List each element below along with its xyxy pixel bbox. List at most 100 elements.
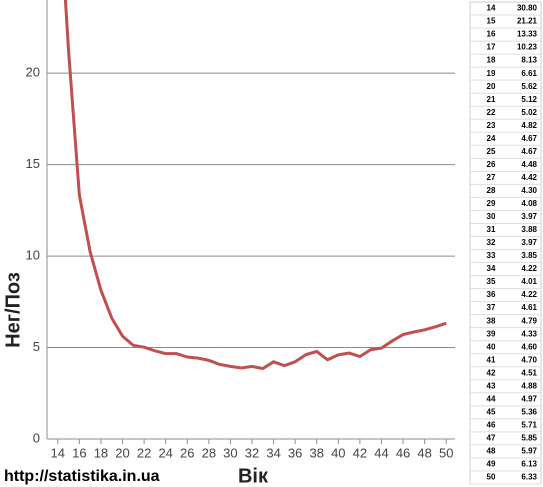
table-age: 25	[487, 147, 496, 156]
table-value: 5.62	[521, 82, 537, 91]
table-age: 46	[487, 420, 496, 429]
table-value: 6.13	[521, 460, 537, 469]
table-age: 45	[487, 407, 496, 416]
x-axis-label: Вік	[238, 465, 269, 487]
x-tick-label: 18	[94, 445, 108, 460]
table-age: 50	[487, 473, 496, 482]
table-value: 6.33	[521, 473, 537, 482]
table-age: 15	[487, 17, 496, 26]
y-tick-label: 10	[26, 248, 40, 263]
table-age: 33	[487, 251, 496, 260]
x-tick-label: 22	[137, 445, 151, 460]
table-age: 39	[487, 329, 496, 338]
table-age: 16	[487, 30, 496, 39]
table-value: 4.97	[521, 394, 537, 403]
x-tick-label: 48	[417, 445, 431, 460]
table-value: 5.12	[521, 95, 537, 104]
table-age: 48	[487, 447, 496, 456]
x-tick-label: 46	[396, 445, 410, 460]
table-age: 41	[487, 355, 496, 364]
table-age: 20	[487, 82, 496, 91]
table-value: 3.97	[521, 238, 537, 247]
table-value: 8.13	[521, 56, 537, 65]
table-age: 21	[487, 95, 496, 104]
table-value: 6.61	[521, 69, 537, 78]
table-value: 5.71	[521, 420, 537, 429]
table-value: 4.30	[521, 186, 537, 195]
table-age: 19	[487, 69, 496, 78]
table-value: 4.22	[521, 290, 537, 299]
table-age: 49	[487, 460, 496, 469]
table-age: 37	[487, 303, 496, 312]
table-age: 30	[487, 212, 496, 221]
table-value: 3.97	[521, 212, 537, 221]
x-tick-label: 42	[353, 445, 367, 460]
table-value: 3.88	[521, 225, 537, 234]
y-tick-label: 5	[33, 339, 40, 354]
table-age: 34	[487, 264, 496, 273]
table-age: 23	[487, 121, 496, 130]
table-value: 4.60	[521, 342, 537, 351]
x-tick-label: 36	[288, 445, 302, 460]
table-age: 44	[487, 394, 496, 403]
table-age: 32	[487, 238, 496, 247]
y-axis-label: Нег/Поз	[2, 272, 24, 348]
x-tick-label: 44	[374, 445, 388, 460]
table-age: 36	[487, 290, 496, 299]
y-tick-label: 0	[33, 430, 40, 445]
table-age: 38	[487, 316, 496, 325]
table-age: 43	[487, 381, 496, 390]
x-tick-label: 24	[158, 445, 172, 460]
table-value: 4.79	[521, 316, 537, 325]
table-value: 4.88	[521, 381, 537, 390]
table-age: 26	[487, 160, 496, 169]
table-age: 42	[487, 368, 496, 377]
x-tick-label: 38	[310, 445, 324, 460]
x-tick-label: 16	[72, 445, 86, 460]
table-age: 28	[487, 186, 496, 195]
table-age: 40	[487, 342, 496, 351]
table-value: 10.23	[517, 43, 538, 52]
table-value: 5.02	[521, 108, 537, 117]
table-value: 13.33	[517, 30, 538, 39]
table-value: 4.67	[521, 134, 537, 143]
x-tick-label: 14	[51, 445, 65, 460]
table-value: 3.85	[521, 251, 537, 260]
x-tick-label: 34	[266, 445, 280, 460]
table-value: 4.01	[521, 277, 537, 286]
y-tick-label: 20	[26, 65, 40, 80]
y-tick-label: 15	[26, 156, 40, 171]
table-value: 5.97	[521, 447, 537, 456]
table-age: 47	[487, 434, 496, 443]
table-age: 14	[487, 4, 496, 13]
x-tick-label: 20	[115, 445, 129, 460]
x-tick-label: 32	[245, 445, 259, 460]
table-age: 35	[487, 277, 496, 286]
source: http://statistika.in.ua	[4, 468, 160, 485]
table-age: 18	[487, 56, 496, 65]
table-age: 24	[487, 134, 496, 143]
table-value: 4.70	[521, 355, 537, 364]
line	[63, 0, 447, 371]
table-value: 4.42	[521, 173, 537, 182]
x-tick-label: 50	[439, 445, 453, 460]
table-age: 27	[487, 173, 496, 182]
table-value: 4.48	[521, 160, 537, 169]
table-value: 5.85	[521, 434, 537, 443]
table-value: 4.22	[521, 264, 537, 273]
table-age: 17	[487, 43, 496, 52]
x-tick-label: 26	[180, 445, 194, 460]
x-tick-label: 28	[202, 445, 216, 460]
table-value: 4.67	[521, 147, 537, 156]
table-value: 21.21	[517, 17, 538, 26]
table-value: 4.82	[521, 121, 537, 130]
table-value: 4.51	[521, 368, 537, 377]
table-age: 29	[487, 199, 496, 208]
x-tick-label: 30	[223, 445, 237, 460]
table-value: 4.08	[521, 199, 537, 208]
table-value: 4.61	[521, 303, 537, 312]
table-value: 4.33	[521, 329, 537, 338]
table-age: 22	[487, 108, 496, 117]
x-tick-label: 40	[331, 445, 345, 460]
